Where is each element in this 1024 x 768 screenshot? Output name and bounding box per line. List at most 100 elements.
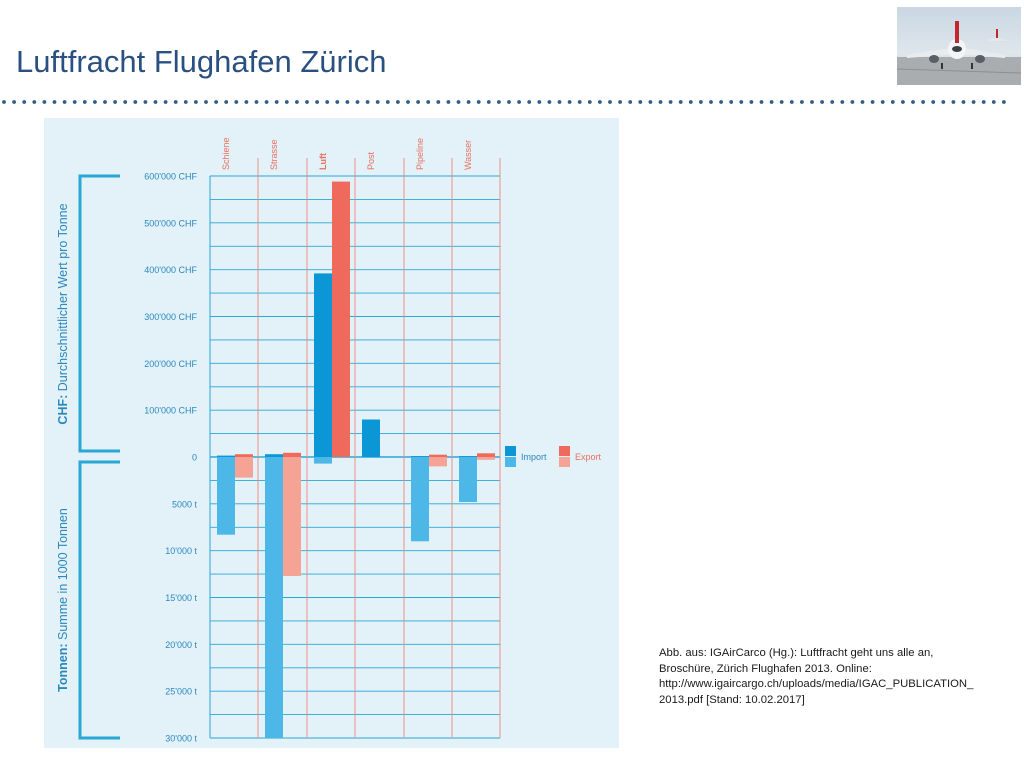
divider-dot bbox=[214, 100, 219, 104]
divider-dot bbox=[234, 100, 239, 104]
value-tick-label: 400'000 CHF bbox=[144, 265, 197, 275]
divider-dot bbox=[638, 100, 643, 104]
divider-dot bbox=[284, 100, 289, 104]
divider-dot bbox=[133, 100, 138, 104]
divider-dot bbox=[739, 100, 744, 104]
caption-line: http://www.igaircargo.ch/uploads/media/I… bbox=[659, 678, 974, 691]
divider-dot bbox=[991, 100, 996, 104]
divider-dot bbox=[2, 100, 6, 104]
divider-dot bbox=[608, 100, 612, 104]
divider-dot bbox=[981, 100, 986, 104]
divider-dot bbox=[244, 100, 249, 104]
divider-dot bbox=[951, 100, 956, 104]
divider-dot bbox=[173, 100, 178, 104]
divider-dot bbox=[42, 100, 47, 104]
divider-dot bbox=[587, 100, 592, 104]
divider-dot bbox=[567, 100, 572, 104]
divider-dot bbox=[870, 100, 875, 104]
divider-dot bbox=[254, 100, 259, 104]
divider-dot bbox=[476, 100, 481, 104]
value-axis-title-rest: Durchschnittlicher Wert pro Tonne bbox=[56, 203, 70, 394]
legend-import-tonnage-swatch bbox=[505, 457, 516, 467]
divider-dot bbox=[305, 100, 309, 104]
legend-export-tonnage-swatch bbox=[559, 457, 570, 467]
divider-dot bbox=[729, 100, 734, 104]
divider-dot bbox=[365, 100, 370, 104]
bar-value-export bbox=[332, 181, 350, 457]
bar-value-import bbox=[411, 456, 429, 457]
bar-tonnage-import bbox=[459, 457, 477, 502]
divider-dot bbox=[224, 100, 229, 104]
divider-dot bbox=[123, 100, 128, 104]
value-tick-label: 0 bbox=[192, 453, 197, 463]
divider-dot bbox=[931, 100, 936, 104]
category-label: Strasse bbox=[269, 139, 279, 170]
divider-dot bbox=[315, 100, 319, 104]
bar-tonnage-export bbox=[477, 457, 495, 460]
legend-export-value-swatch bbox=[559, 446, 570, 456]
tonnage-tick-label: 20'000 t bbox=[165, 640, 197, 650]
value-axis-title-bold: CHF: bbox=[56, 395, 70, 425]
category-label: Post bbox=[366, 151, 376, 170]
divider-dot bbox=[749, 100, 754, 104]
bar-tonnage-import bbox=[411, 457, 429, 542]
divider-dot bbox=[850, 100, 855, 104]
divider-dot bbox=[941, 100, 946, 104]
tonnage-bracket bbox=[78, 460, 120, 740]
divider-dot bbox=[658, 100, 663, 104]
divider-dot bbox=[800, 100, 804, 104]
divider-dot bbox=[325, 100, 330, 104]
divider-dot bbox=[860, 100, 865, 104]
airplane-runway-photo bbox=[897, 7, 1021, 85]
tonnage-tick-label: 30'000 t bbox=[165, 734, 197, 744]
divider-dot bbox=[103, 100, 107, 104]
caption-line: Broschüre, Zürich Flughafen 2013. Online… bbox=[659, 662, 872, 675]
divider-dot bbox=[163, 100, 168, 104]
divider-dot bbox=[507, 100, 511, 104]
bar-value-import bbox=[265, 454, 283, 457]
category-label: Schiene bbox=[221, 137, 231, 170]
divider-dot bbox=[204, 100, 208, 104]
bar-value-import bbox=[314, 273, 332, 457]
divider-dot bbox=[355, 100, 360, 104]
divider-dot bbox=[537, 100, 542, 104]
divider-dot bbox=[194, 100, 198, 104]
caption-line: 2013.pdf [Stand: 10.02.2017] bbox=[659, 693, 805, 706]
divider-dot bbox=[779, 100, 784, 104]
divider-dot bbox=[709, 100, 713, 104]
legend-import-label: Import bbox=[521, 452, 547, 462]
divider-dot bbox=[335, 100, 340, 104]
value-tick-label: 200'000 CHF bbox=[144, 359, 197, 369]
divider-dot bbox=[153, 100, 158, 104]
divider-dot bbox=[890, 100, 895, 104]
divider-dot bbox=[436, 100, 441, 104]
divider-dot bbox=[880, 100, 885, 104]
divider-dot bbox=[93, 100, 97, 104]
divider-dot bbox=[62, 100, 67, 104]
divider-dot bbox=[830, 100, 835, 104]
divider-dot bbox=[810, 100, 814, 104]
divider-dot bbox=[527, 100, 532, 104]
divider-dot bbox=[820, 100, 824, 104]
divider-dot bbox=[618, 100, 622, 104]
divider-dot bbox=[971, 100, 976, 104]
divider-dot bbox=[789, 100, 794, 104]
divider-dot bbox=[345, 100, 350, 104]
divider-dot bbox=[557, 100, 562, 104]
chart-panel: CHF: Durchschnittlicher Wert pro Tonne To… bbox=[44, 118, 619, 748]
divider-dot bbox=[456, 100, 461, 104]
slide-title: Luftfracht Flughafen Zürich bbox=[16, 44, 387, 79]
divider-dot bbox=[719, 100, 723, 104]
bar-tonnage-export bbox=[235, 457, 253, 478]
bar-tonnage-import bbox=[265, 457, 283, 738]
divider-dot bbox=[22, 100, 27, 104]
tonnage-axis-title: Tonnen: Summe in 1000 Tonnen bbox=[56, 508, 70, 692]
tonnage-tick-label: 15'000 t bbox=[165, 593, 197, 603]
divider-dot bbox=[406, 100, 410, 104]
bar-value-export bbox=[477, 453, 495, 457]
divider-dot bbox=[183, 100, 188, 104]
bar-tonnage-export bbox=[283, 457, 301, 576]
tonnage-tick-label: 5000 t bbox=[172, 499, 198, 509]
category-label: Wasser bbox=[463, 140, 473, 170]
divider-dot bbox=[840, 100, 845, 104]
